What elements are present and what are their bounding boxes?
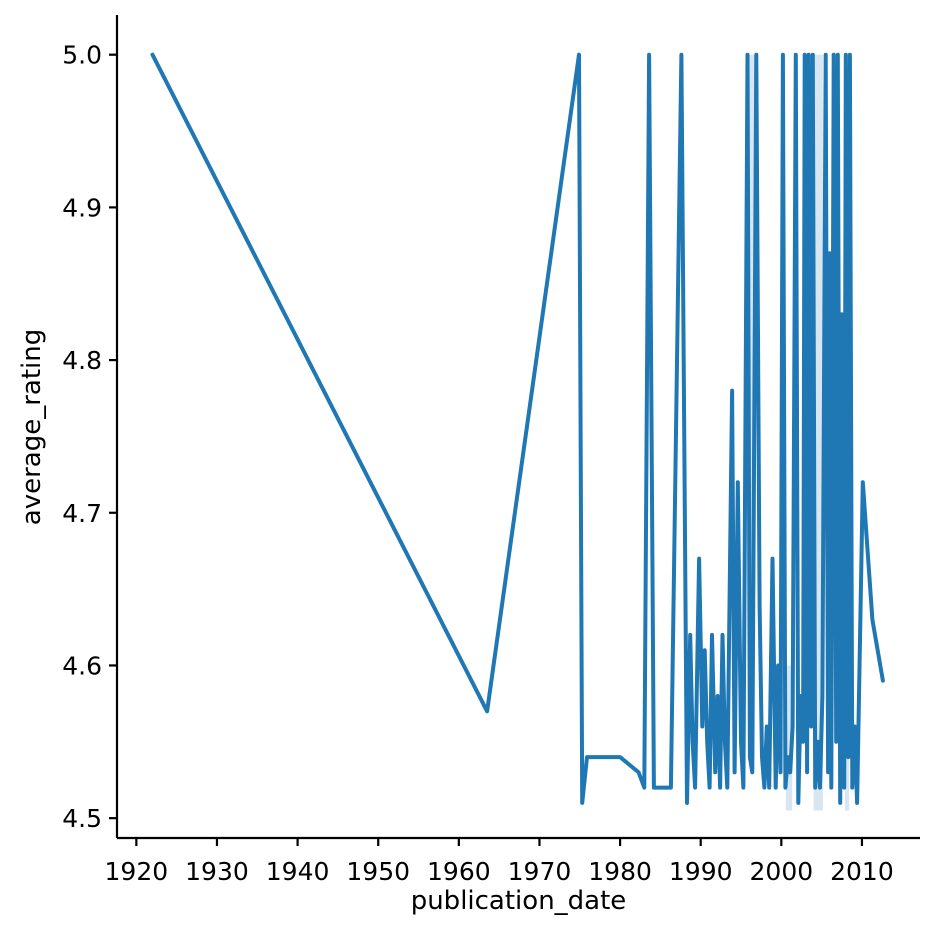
y-tick-label: 4.8 bbox=[62, 346, 102, 375]
x-tick-label: 1980 bbox=[588, 857, 652, 886]
y-tick-label: 4.5 bbox=[62, 804, 102, 833]
confidence-band bbox=[813, 54, 823, 811]
x-tick-label: 1920 bbox=[105, 857, 169, 886]
y-tick-label: 5.0 bbox=[62, 41, 102, 70]
x-tick-label: 1950 bbox=[346, 857, 410, 886]
x-tick-label: 1940 bbox=[266, 857, 330, 886]
x-tick-label: 1960 bbox=[427, 857, 491, 886]
x-tick-label: 2000 bbox=[750, 857, 814, 886]
x-axis-label: publication_date bbox=[410, 886, 627, 916]
x-tick-label: 1930 bbox=[185, 857, 249, 886]
confidence-band bbox=[749, 54, 756, 574]
x-tick-label: 1990 bbox=[669, 857, 733, 886]
y-axis-label: average_rating bbox=[17, 328, 47, 526]
confidence-band bbox=[785, 665, 793, 811]
rating-trend-line bbox=[150, 52, 885, 805]
y-tick-label: 4.6 bbox=[62, 651, 102, 680]
y-tick-label: 4.9 bbox=[62, 193, 102, 222]
y-tick-label: 4.7 bbox=[62, 499, 102, 528]
x-tick-label: 1970 bbox=[508, 857, 572, 886]
x-tick-label: 2010 bbox=[830, 857, 894, 886]
